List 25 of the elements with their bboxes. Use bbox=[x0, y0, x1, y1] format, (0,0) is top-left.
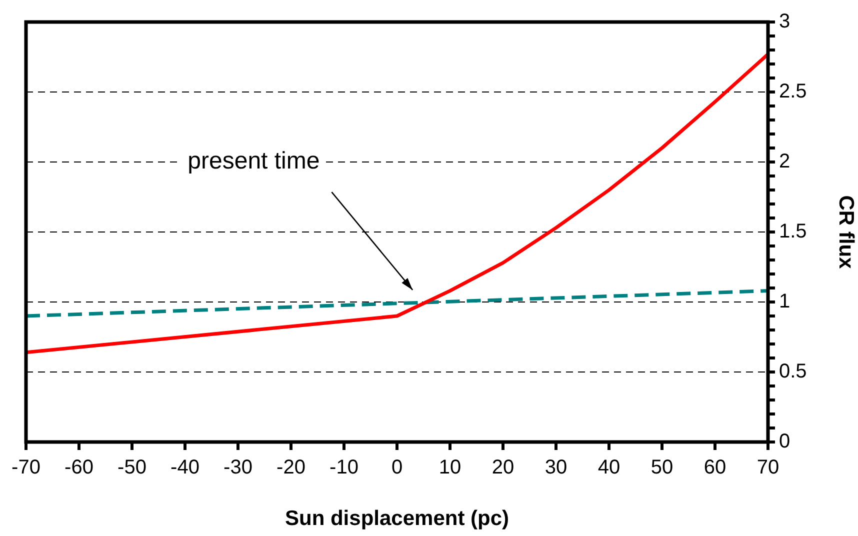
x-tick-label: 10 bbox=[438, 456, 462, 479]
y-axis-title: CR flux bbox=[834, 195, 858, 270]
x-tick-label: 0 bbox=[391, 456, 403, 479]
y-tick-label: 2.5 bbox=[779, 80, 807, 103]
x-tick-label: -50 bbox=[118, 456, 146, 479]
y-tick-label: 1 bbox=[779, 290, 790, 313]
x-tick-label: 20 bbox=[492, 456, 514, 479]
x-tick-label: 70 bbox=[756, 456, 780, 479]
y-tick-label: 2 bbox=[779, 150, 790, 173]
x-tick-label: -40 bbox=[170, 456, 200, 479]
x-axis-title: Sun displacement (pc) bbox=[284, 507, 510, 530]
annotation: present time bbox=[188, 148, 320, 175]
x-tick-label: -60 bbox=[64, 456, 94, 479]
x-tick-label: -20 bbox=[276, 456, 306, 479]
x-tick-label: 60 bbox=[704, 456, 726, 479]
x-tick-label: -70 bbox=[12, 456, 40, 479]
y-tick-label: 0.5 bbox=[779, 360, 807, 383]
x-tick-label: -10 bbox=[330, 456, 358, 479]
y-tick-label: 0 bbox=[779, 430, 790, 453]
x-tick-label: 50 bbox=[650, 456, 674, 479]
y-tick-label: 1.5 bbox=[779, 220, 807, 243]
x-tick-label: 40 bbox=[598, 456, 620, 479]
y-tick-label: 3 bbox=[779, 10, 790, 33]
x-tick-label: -30 bbox=[224, 456, 252, 479]
x-tick-label: 30 bbox=[544, 456, 568, 479]
